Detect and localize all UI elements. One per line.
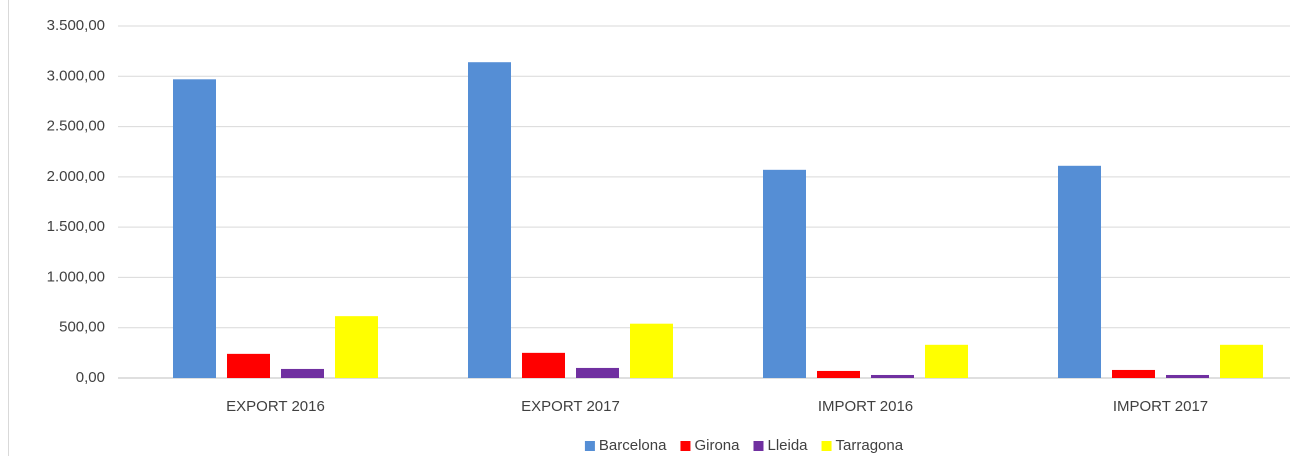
bar (468, 62, 511, 378)
legend-label: Tarragona (836, 437, 904, 454)
legend-swatch (753, 441, 764, 451)
legend-swatch (821, 441, 832, 451)
y-tick-label: 500,00 (59, 319, 105, 336)
legend-label: Barcelona (599, 437, 667, 454)
bar (335, 316, 378, 378)
bar (871, 374, 914, 378)
y-tick-label: 3.500,00 (47, 17, 105, 34)
bar (817, 370, 860, 378)
legend-label: Lleida (767, 437, 808, 454)
x-tick-label: EXPORT 2016 (226, 398, 325, 415)
bar (1220, 344, 1263, 378)
x-tick-label: EXPORT 2017 (521, 398, 620, 415)
bar (576, 367, 619, 378)
bar (227, 353, 270, 378)
x-tick-label: IMPORT 2017 (1113, 398, 1208, 415)
legend-swatch (680, 441, 691, 451)
y-tick-label: 1.500,00 (47, 218, 105, 235)
chart-frame (8, 0, 9, 456)
bar (630, 323, 673, 378)
y-tick-label: 3.000,00 (47, 67, 105, 84)
x-tick-label: IMPORT 2016 (818, 398, 913, 415)
y-tick-label: 1.000,00 (47, 268, 105, 285)
y-tick-label: 0,00 (76, 369, 105, 386)
bar (173, 79, 216, 378)
bar (1112, 369, 1155, 378)
y-tick-label: 2.000,00 (47, 168, 105, 185)
legend-label: Girona (694, 437, 740, 454)
bar (281, 368, 324, 378)
y-tick-label: 2.500,00 (47, 118, 105, 135)
legend-swatch (584, 441, 595, 451)
bar (1166, 374, 1209, 378)
bar (522, 352, 565, 378)
bar (925, 344, 968, 378)
bar (763, 169, 806, 378)
bar (1058, 165, 1101, 378)
